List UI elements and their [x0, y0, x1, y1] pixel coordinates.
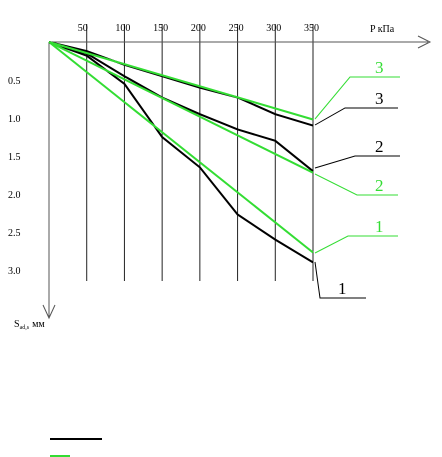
- y-tick-label: 2.0: [8, 190, 21, 201]
- curve-label-leader: [314, 235, 398, 254]
- x-tick-label: 100: [115, 23, 130, 34]
- grid-lines: [86, 24, 314, 281]
- y-tick-label: 3.0: [8, 266, 21, 277]
- curve-label-1: 1: [375, 217, 384, 236]
- curve-label-leader: [314, 76, 400, 120]
- y-axis-label-unit: мм: [32, 319, 45, 330]
- curve-label-leader: [314, 107, 398, 126]
- series-line-1-approx: [48, 41, 314, 254]
- curve-label-3: 3: [375, 58, 384, 77]
- curve-label-1: 1: [338, 279, 347, 298]
- x-tick-label: 350: [304, 23, 319, 34]
- series-line-3-approx: [48, 41, 314, 121]
- series-line-2-measured: [48, 41, 314, 172]
- legend: [50, 438, 102, 457]
- x-tick-label: 250: [229, 23, 244, 34]
- y-axis-label: Sad,s мм: [14, 319, 45, 331]
- x-tick-label: 150: [153, 23, 168, 34]
- y-tick-label: 2.5: [8, 228, 21, 239]
- y-tick-label: 1.0: [8, 114, 21, 125]
- curve-label-2: 2: [375, 137, 384, 156]
- series-line-3-measured: [48, 41, 314, 127]
- curve-label-leader: [314, 261, 366, 299]
- curve-label-3: 3: [375, 89, 384, 108]
- x-tick-label: 300: [266, 23, 281, 34]
- series-line-1-measured: [48, 41, 314, 264]
- x-tick-label: 50: [78, 23, 88, 34]
- curve-labels: 3 3 2 2 1 1: [314, 58, 400, 299]
- tick-labels: 50 100 150 200 250 300 350 0.5 1.0 1.5 2.0 2.5 3.0: [8, 23, 319, 277]
- series-line-2-approx: [48, 41, 314, 174]
- x-tick-label: 200: [191, 23, 206, 34]
- series-lines: [48, 41, 314, 264]
- curve-label-leader: [314, 173, 398, 196]
- y-tick-label: 0.5: [8, 76, 21, 87]
- axes: [42, 35, 432, 320]
- curve-label-2: 2: [375, 176, 384, 195]
- y-axis-arrow: [42, 304, 56, 320]
- y-tick-label: 1.5: [8, 152, 21, 163]
- y-axis-label-main: S: [14, 319, 20, 330]
- x-axis-arrow: [417, 35, 432, 49]
- curve-label-leader: [314, 155, 400, 169]
- y-axis-label-subscript: ad,s: [20, 325, 30, 331]
- x-axis-label: P кПа: [370, 24, 395, 35]
